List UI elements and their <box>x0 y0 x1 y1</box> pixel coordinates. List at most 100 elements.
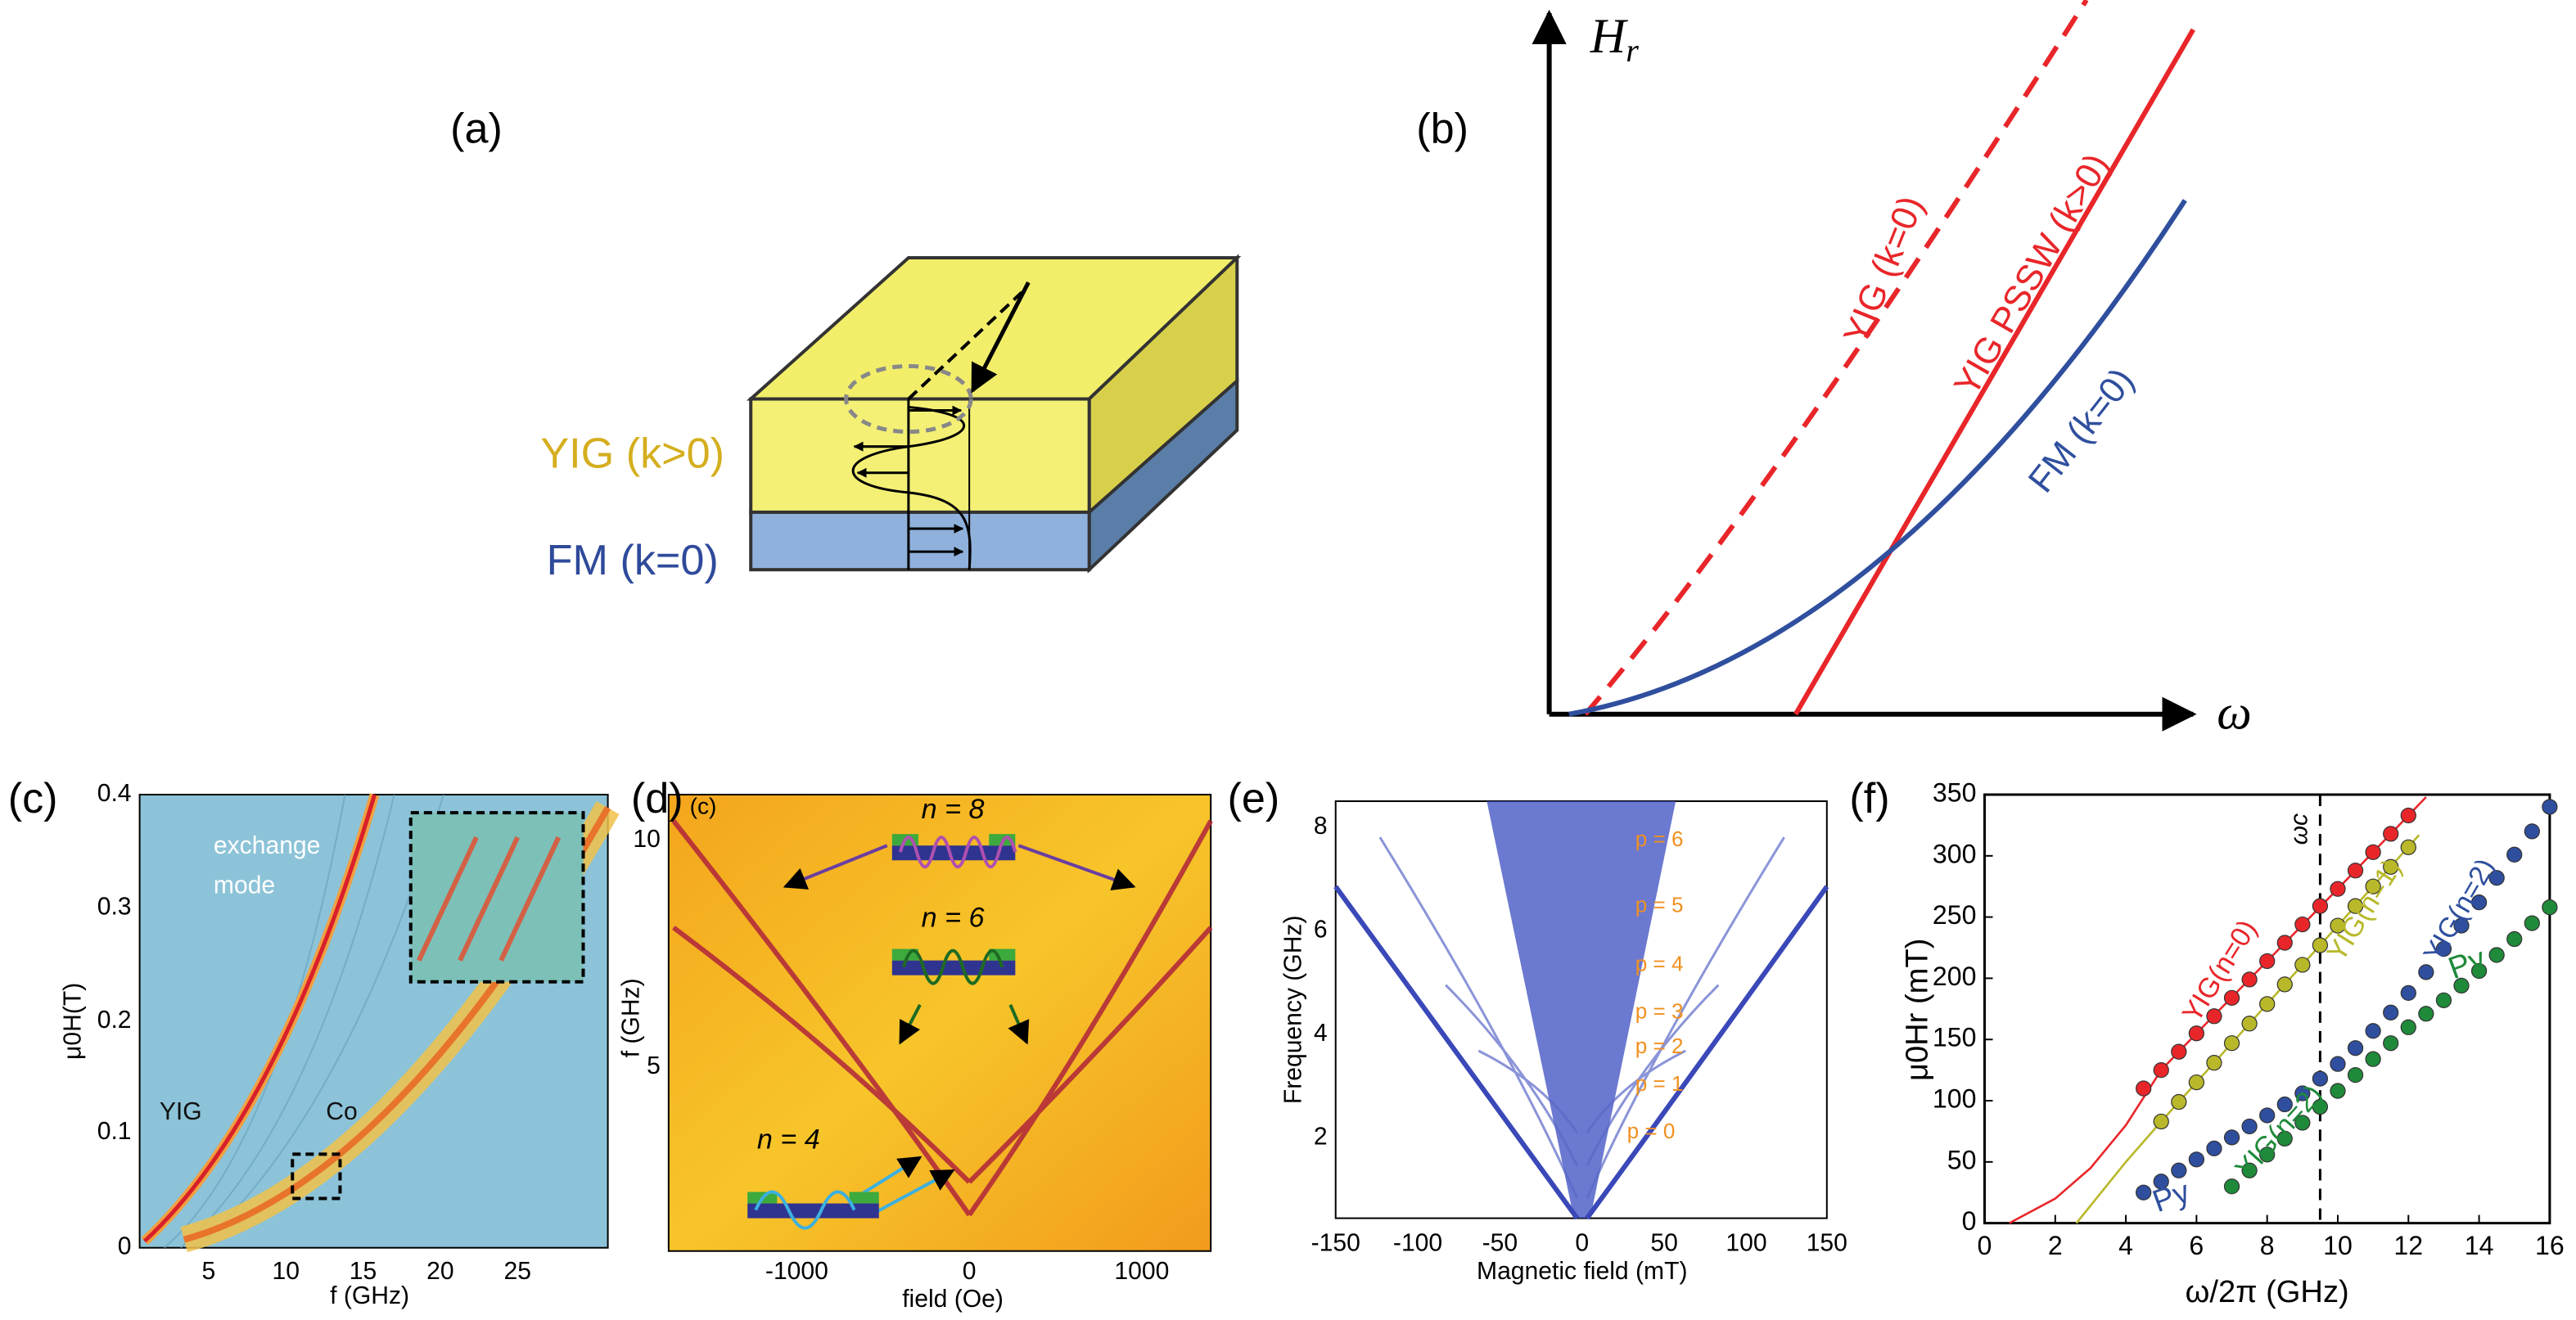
point <box>2524 915 2540 931</box>
panel-label: (b) <box>1416 105 1468 152</box>
plot-e <box>1333 800 1829 1220</box>
layer-box <box>746 254 1242 574</box>
point <box>2276 1130 2293 1147</box>
x-tick-label: 12 <box>2393 1231 2423 1260</box>
x-tick-label: 0 <box>963 1258 977 1285</box>
point <box>2206 1055 2222 1071</box>
point <box>2347 863 2364 879</box>
x-tick-label: 1000 <box>1114 1258 1169 1285</box>
curve-label: FM (k=0) <box>2021 361 2142 500</box>
mode-label: p = 3 <box>1635 999 1684 1024</box>
x-tick-label: 6 <box>2189 1231 2204 1260</box>
point <box>2506 846 2523 863</box>
x-tick-label: -100 <box>1393 1230 1442 1257</box>
point <box>2206 1140 2222 1157</box>
y-tick-label: 2 <box>1314 1123 1328 1150</box>
mode-label: p = 6 <box>1635 827 1684 851</box>
point <box>2294 957 2311 973</box>
point <box>2347 1066 2364 1083</box>
point <box>2435 992 2452 1008</box>
point <box>2171 1043 2187 1060</box>
point <box>2136 1184 2152 1201</box>
point <box>2400 807 2416 824</box>
panel-label: (f) <box>1849 775 1889 822</box>
point <box>2223 989 2240 1006</box>
x-axis-label: field (Oe) <box>902 1286 1004 1313</box>
y-tick-label: 0.1 <box>97 1118 132 1145</box>
y-axis-label: μ0H(T) <box>59 983 86 1060</box>
point <box>2223 1178 2240 1195</box>
y-tick-label: 10 <box>633 826 660 853</box>
point <box>2259 1107 2276 1124</box>
y-tick-label: 250 <box>1933 900 1977 930</box>
point <box>2223 1129 2240 1146</box>
x-tick-label: 10 <box>2323 1231 2353 1260</box>
y-tick-label: 200 <box>1933 962 1977 991</box>
point <box>2488 947 2505 963</box>
point <box>2294 1115 2311 1131</box>
layer-label: FM (k=0) <box>547 537 719 584</box>
point <box>2418 1006 2434 1022</box>
point <box>2470 962 2488 980</box>
point <box>2542 899 2558 916</box>
mode-label: n = 6 <box>922 903 985 934</box>
point <box>2418 964 2434 980</box>
x-tick-label: 25 <box>503 1258 530 1285</box>
series-label: YIG(n=1) <box>2321 854 2407 966</box>
marker-label: ωc <box>2285 813 2312 845</box>
panel-label: (c) <box>8 775 58 822</box>
x-tick-label: 2 <box>2048 1231 2063 1260</box>
x-tick-label: 150 <box>1807 1230 1847 1257</box>
point <box>2383 858 2399 875</box>
point <box>2206 1008 2222 1025</box>
point <box>2153 1113 2169 1130</box>
point <box>2259 953 2276 970</box>
curve-label: YIG PSSW (k>0) <box>1947 147 2118 403</box>
x-tick-label: 10 <box>272 1258 299 1285</box>
y-axis-label: f (GHz) <box>618 978 645 1057</box>
y-tick-label: 150 <box>1933 1023 1977 1052</box>
point <box>2276 976 2293 993</box>
point <box>2383 1035 2399 1052</box>
axis-subscript: r <box>1626 32 1639 69</box>
point <box>2330 1083 2346 1099</box>
mode-label: p = 5 <box>1635 892 1684 917</box>
point <box>2241 1162 2258 1178</box>
mode-label: p = 0 <box>1627 1119 1676 1143</box>
y-axis-label: μ0Hr (mT) <box>1899 939 1934 1081</box>
x-axis-label: ω <box>2217 686 2252 741</box>
point <box>2188 1074 2205 1091</box>
x-tick-label: 4 <box>2118 1231 2133 1260</box>
point <box>2400 984 2416 1002</box>
plot-d <box>667 794 1213 1252</box>
x-tick-label: 14 <box>2465 1231 2494 1260</box>
y-tick-label: 0 <box>118 1233 132 1260</box>
x-tick-label: 0 <box>1575 1230 1589 1257</box>
point <box>2506 930 2523 948</box>
x-tick-label: 15 <box>350 1258 377 1285</box>
y-tick-label: 50 <box>1947 1145 1977 1174</box>
point <box>2171 1093 2187 1111</box>
point <box>2153 1061 2169 1079</box>
y-tick-label: 0.4 <box>97 780 132 807</box>
point <box>2383 1004 2399 1020</box>
point <box>2435 940 2452 957</box>
point <box>2312 1098 2329 1115</box>
y-tick-label: 5 <box>647 1052 661 1079</box>
point <box>2241 971 2258 988</box>
x-tick-label: 100 <box>1726 1230 1766 1257</box>
mode-label: n = 8 <box>922 794 985 825</box>
point <box>2453 977 2470 994</box>
point <box>2153 1174 2169 1190</box>
x-tick-label: 20 <box>426 1258 453 1285</box>
y-tick-label: 6 <box>1314 916 1328 943</box>
y-tick-label: 100 <box>1933 1084 1977 1114</box>
point <box>2312 1070 2329 1087</box>
point <box>2276 935 2293 951</box>
y-tick-label: 350 <box>1933 777 1977 807</box>
x-tick-label: 8 <box>2260 1231 2275 1260</box>
x-tick-label: -150 <box>1311 1230 1360 1257</box>
point <box>2347 1040 2364 1056</box>
point <box>2312 937 2329 953</box>
